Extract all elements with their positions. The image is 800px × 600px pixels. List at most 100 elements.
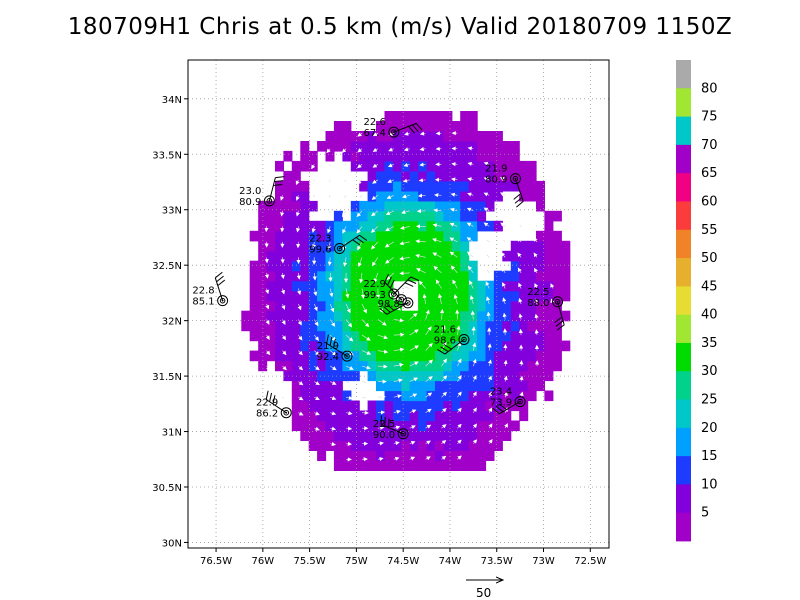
station-value: 90.0 bbox=[373, 430, 395, 441]
colorbar-bin bbox=[676, 456, 691, 485]
wind-vector bbox=[484, 266, 490, 274]
wind-vector bbox=[419, 131, 426, 136]
wind-speed-cell bbox=[342, 240, 352, 252]
wind-vector bbox=[432, 223, 442, 228]
station-ring bbox=[509, 173, 521, 185]
wind-speed-cell bbox=[477, 150, 487, 162]
wind-speed-cell bbox=[451, 150, 461, 162]
wind-speed-cell bbox=[460, 170, 470, 182]
wind-speed-cell bbox=[401, 410, 411, 422]
wind-speed-cell bbox=[561, 250, 571, 262]
wind-vector bbox=[393, 441, 400, 446]
wind-vector bbox=[425, 376, 433, 382]
wind-speed-cell bbox=[367, 330, 377, 342]
wind-barb-feather bbox=[554, 316, 563, 323]
wind-speed-cell bbox=[409, 350, 419, 362]
wind-speed-cell bbox=[493, 270, 503, 282]
wind-speed-cell bbox=[527, 390, 537, 402]
wind-vector bbox=[377, 441, 384, 446]
wind-vector bbox=[518, 313, 523, 320]
observation-station: 22.588.0 bbox=[527, 287, 565, 331]
wind-speed-cell bbox=[283, 310, 293, 322]
wind-speed-cell bbox=[317, 420, 327, 432]
wind-speed-cell bbox=[359, 240, 369, 252]
wind-vector bbox=[281, 319, 286, 326]
wind-speed-cell bbox=[536, 270, 545, 282]
station-temperature: 22.8 bbox=[192, 286, 214, 297]
wind-speed-cell bbox=[384, 170, 394, 182]
wind-speed-cell bbox=[477, 350, 487, 362]
wind-speed-cell bbox=[510, 400, 520, 412]
wind-speed-cell bbox=[536, 240, 545, 252]
wind-vector bbox=[399, 271, 410, 276]
wind-vector bbox=[483, 237, 490, 243]
observation-station: 21.698.6 bbox=[434, 324, 470, 355]
wind-vector bbox=[484, 251, 490, 258]
wind-speed-cell bbox=[283, 180, 293, 192]
wind-speed-cell bbox=[460, 460, 470, 471]
wind-speed-cell bbox=[460, 210, 470, 222]
wind-speed-cell bbox=[401, 340, 411, 352]
wind-barb-feather bbox=[275, 176, 285, 179]
wind-speed-cell bbox=[426, 280, 436, 292]
wind-speed-cell bbox=[468, 270, 478, 282]
wind-vector bbox=[415, 239, 426, 244]
wind-speed-cell bbox=[342, 430, 352, 441]
wind-vector bbox=[357, 163, 363, 169]
wind-vector bbox=[457, 341, 462, 351]
wind-speed-cell bbox=[258, 350, 268, 362]
wind-speed-cell bbox=[510, 250, 520, 262]
wind-vector bbox=[342, 210, 347, 218]
wind-speed-cell bbox=[435, 350, 444, 362]
wind-vector bbox=[501, 267, 506, 274]
wind-speed-cell bbox=[544, 250, 554, 262]
wind-speed-cell bbox=[443, 400, 453, 412]
wind-speed-cell bbox=[460, 420, 470, 432]
wind-barb-feather bbox=[386, 304, 395, 311]
wind-barb-feather bbox=[273, 184, 283, 187]
wind-speed-cell bbox=[392, 300, 402, 312]
wind-speed-cell bbox=[468, 280, 478, 292]
wind-speed-cell bbox=[418, 430, 428, 441]
wind-speed-cell bbox=[485, 420, 495, 432]
wind-vector bbox=[441, 375, 448, 382]
wind-speed-cell bbox=[460, 330, 470, 342]
wind-speed-cell bbox=[519, 310, 529, 322]
wind-vector bbox=[486, 311, 491, 320]
wind-vector bbox=[402, 178, 410, 183]
wind-speed-cell bbox=[283, 190, 293, 202]
wind-speed-cell bbox=[493, 430, 503, 441]
wind-speed-cell bbox=[342, 320, 352, 332]
wind-speed-cell bbox=[317, 360, 327, 372]
wind-vector bbox=[264, 257, 269, 264]
wind-speed-cell bbox=[367, 150, 377, 162]
wind-speed-cell bbox=[308, 320, 318, 332]
wind-speed-cell bbox=[493, 170, 503, 182]
wind-speed-cell bbox=[477, 340, 487, 352]
wind-vector bbox=[298, 396, 304, 401]
wind-speed-cell bbox=[451, 270, 461, 282]
wind-speed-cell bbox=[392, 111, 402, 122]
wind-speed-cell bbox=[350, 450, 360, 461]
wind-vector bbox=[415, 253, 426, 259]
wind-vector bbox=[372, 179, 379, 184]
wind-speed-cell bbox=[502, 330, 512, 342]
wind-speed-cell bbox=[266, 250, 276, 262]
wind-speed-cell bbox=[317, 290, 327, 302]
wind-speed-cell bbox=[519, 390, 529, 402]
wind-speed-cell bbox=[376, 460, 385, 471]
wind-speed-cell bbox=[409, 440, 419, 451]
wind-vector bbox=[377, 410, 386, 415]
wind-speed-cell bbox=[426, 210, 436, 222]
wind-speed-cell bbox=[359, 450, 369, 461]
colorbar-bin bbox=[676, 258, 691, 287]
wind-speed-cell bbox=[384, 220, 394, 232]
wind-speed-cell bbox=[451, 390, 461, 402]
wind-speed-cell bbox=[376, 141, 385, 152]
wind-speed-cell bbox=[502, 180, 512, 192]
wind-speed-cell bbox=[468, 350, 478, 362]
wind-vector bbox=[466, 237, 474, 243]
wind-speed-cell bbox=[258, 240, 268, 252]
wind-speed-cell bbox=[300, 340, 310, 352]
wind-vector bbox=[330, 441, 336, 447]
